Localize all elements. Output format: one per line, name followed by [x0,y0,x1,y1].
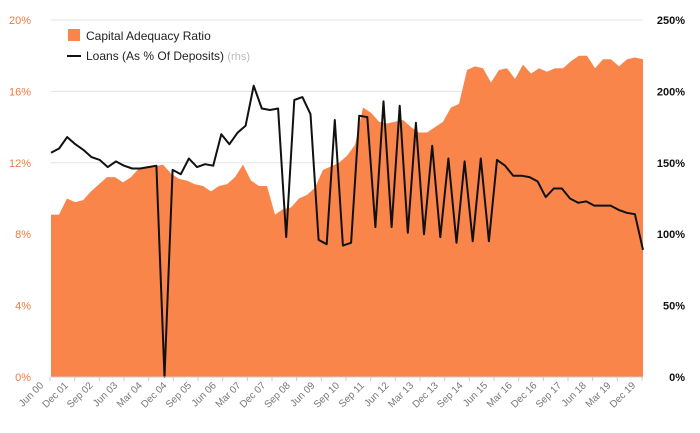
x-tick-label: Jun 03 [91,380,120,409]
x-tick-label: Mar 16 [485,380,515,410]
y-left-tick-label: 4% [15,301,31,313]
x-tick-label: Jun 06 [190,380,219,409]
legend-swatch-capital-adequacy [68,29,80,41]
plot-area [51,55,643,377]
y-left-tick-label: 0% [15,372,31,384]
y-left-tick-label: 12% [9,158,31,170]
y-right-tick-label: 50% [663,301,685,313]
x-tick-label: Mar 04 [115,380,145,410]
legend: Capital Adequacy Ratio Loans (As % Of Dep… [67,29,250,63]
x-tick-label: Sep 02 [65,380,95,410]
y-right-tick-label: 0% [669,372,685,384]
legend-label-loans: Loans (As % Of Deposits) (rhs) [86,49,250,63]
y-left-tick-label: 20% [9,15,31,27]
y-left-tick-label: 8% [15,229,31,241]
y-left-tick-label: 16% [9,86,31,98]
legend-label-capital-adequacy: Capital Adequacy Ratio [86,29,211,43]
x-tick-label: Sep 05 [164,380,194,410]
x-tick-label: Sep 14 [435,380,465,410]
x-tick-label: Dec 04 [139,380,169,410]
x-tick-label: Dec 16 [509,380,539,410]
x-tick-label: Dec 07 [238,380,268,410]
y-right-tick-label: 100% [657,229,685,241]
x-tick-label: Mar 07 [214,380,244,410]
x-tick-label: Sep 10 [312,380,342,410]
loans-line [50,84,644,378]
x-tick-label: Dec 13 [411,380,441,410]
loans-line-layer [50,84,644,378]
capital-adequacy-area [51,55,643,377]
x-tick-label: Jun 15 [461,380,490,409]
legend-label-loans-rhs: (rhs) [227,51,250,63]
x-tick-label: Mar 19 [584,380,614,410]
x-tick-label: Jun 12 [362,380,391,409]
x-tick-label: Mar 13 [386,380,416,410]
x-tick-label: Sep 11 [337,380,367,410]
x-tick-label: Sep 08 [263,380,293,410]
y-right-tick-label: 250% [657,15,685,27]
y-right-tick-label: 150% [657,158,685,170]
x-tick-label: Jun 18 [560,380,589,409]
x-tick-label: Sep 17 [534,380,564,410]
x-tick-label: Dec 01 [41,380,71,410]
y-right-tick-label: 200% [657,86,685,98]
x-tick-label: Dec 19 [608,380,638,410]
